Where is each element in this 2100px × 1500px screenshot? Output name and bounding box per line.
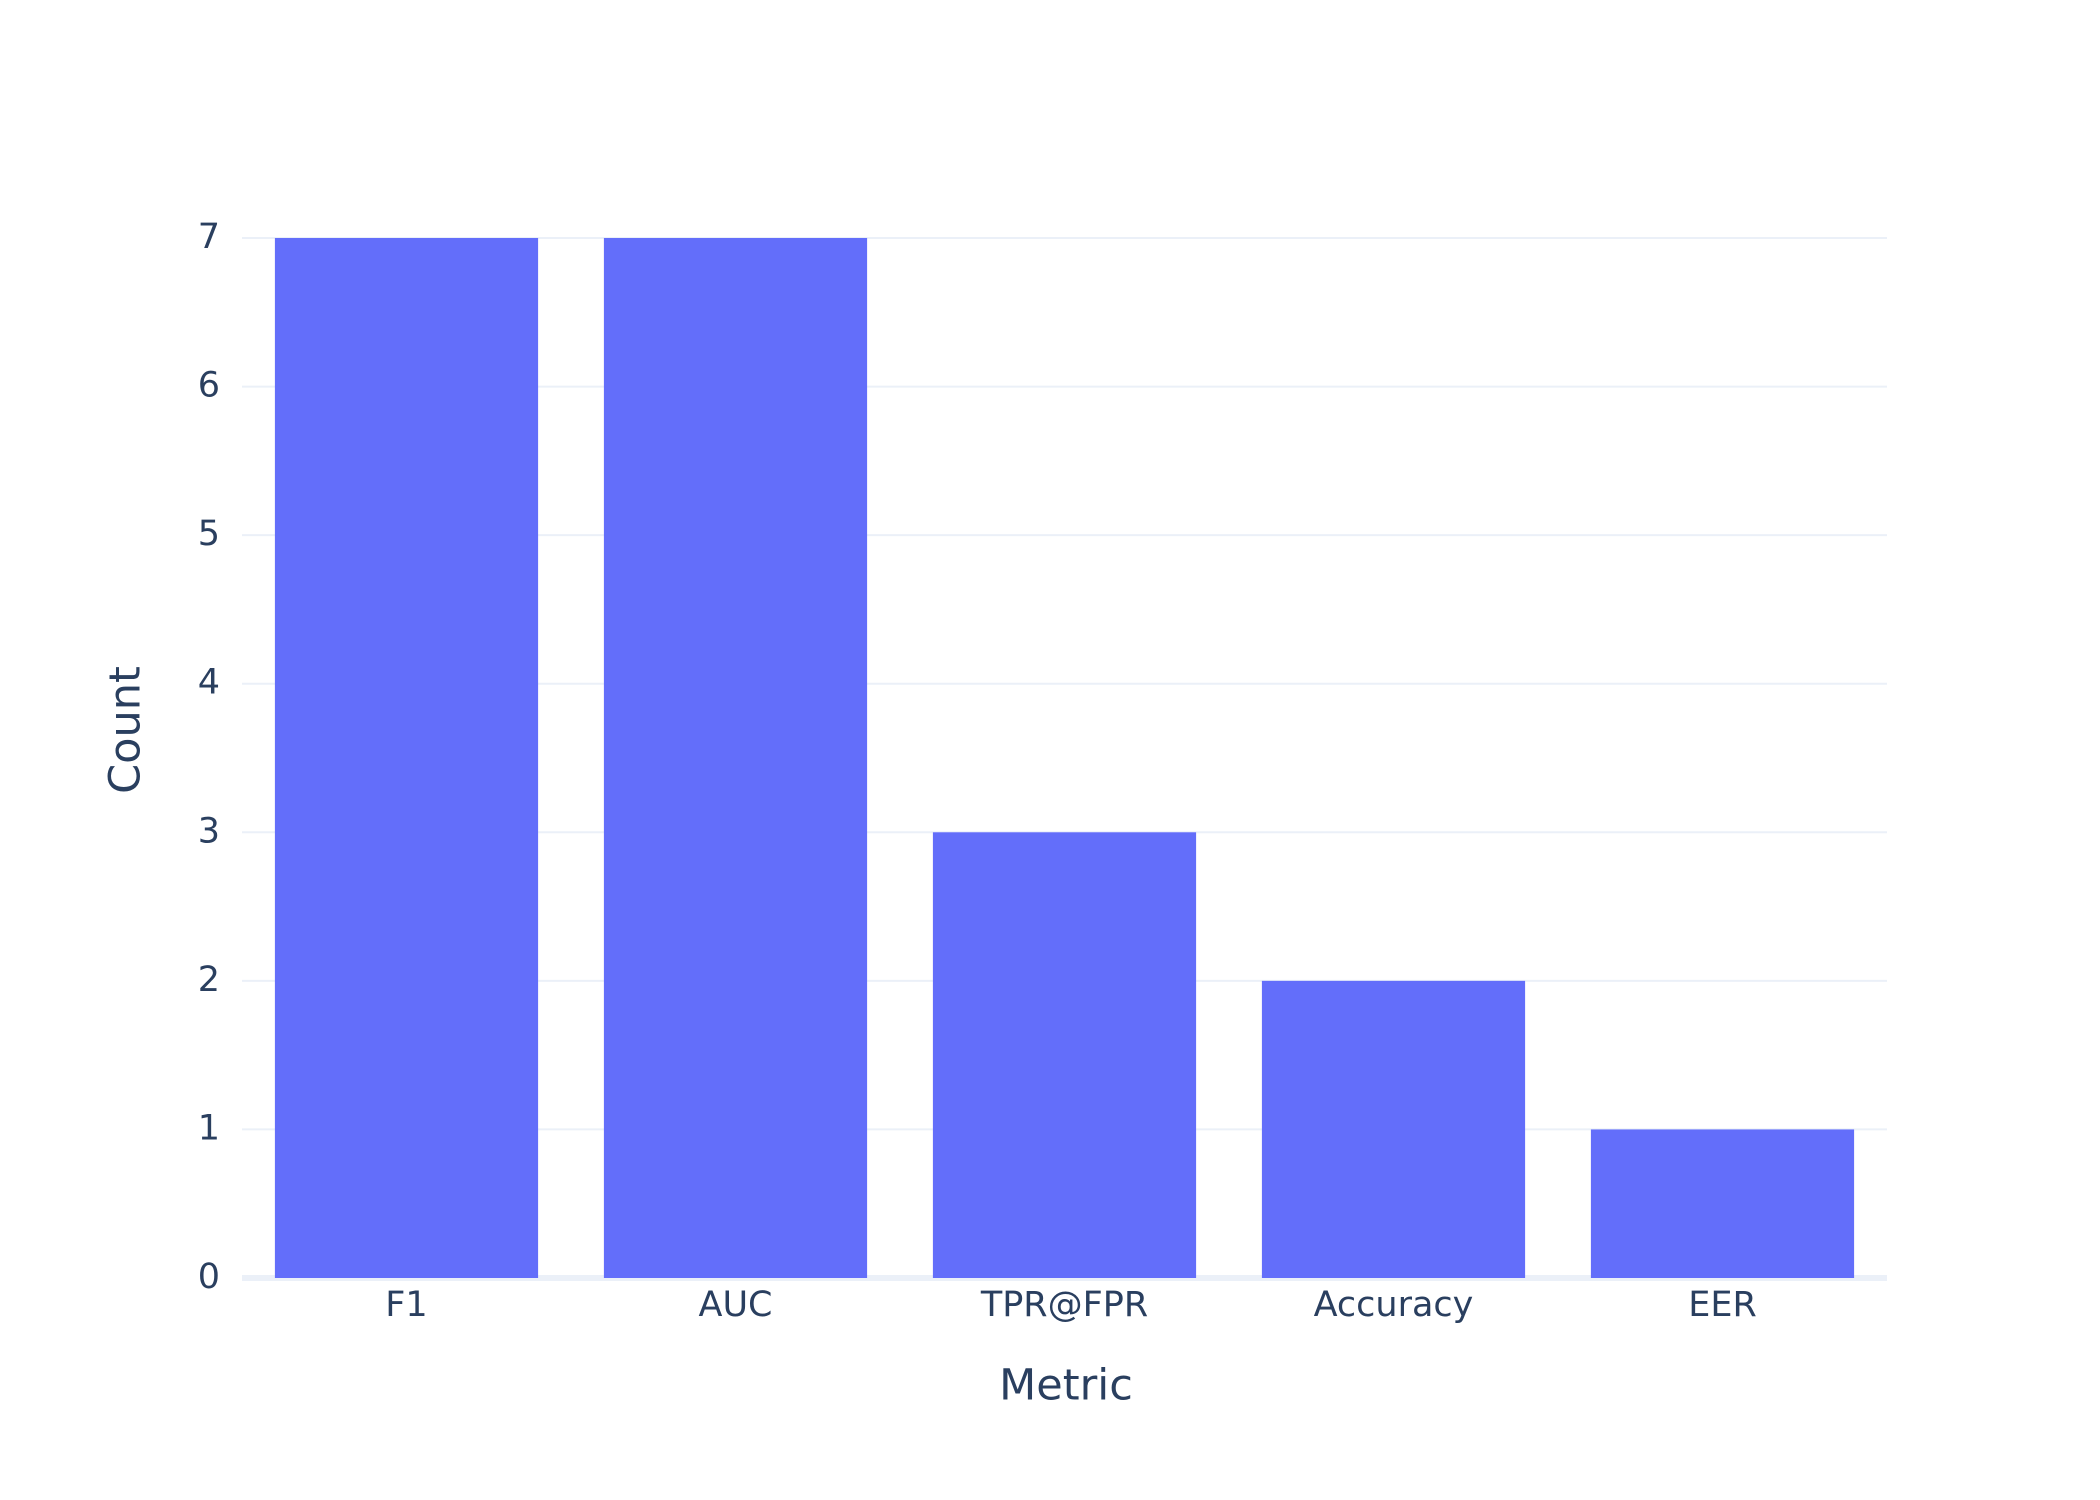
y-tick-label: 2 [198,960,220,1000]
y-tick-label: 5 [198,514,220,554]
x-tick-label: Accuracy [1314,1285,1474,1325]
x-axis-title: Metric [999,1361,1133,1411]
y-tick-label: 4 [198,663,220,703]
bar [274,238,539,1278]
bar [1261,980,1526,1278]
bar [932,832,1197,1278]
y-tick-label: 1 [198,1108,220,1148]
bar [603,238,868,1278]
bars [274,238,1855,1278]
y-axis-title: Count [101,666,151,794]
x-tick-label: TPR@FPR [980,1285,1148,1325]
y-tick-label: 0 [198,1257,220,1297]
y-tick-label: 7 [198,217,220,257]
bar [1590,1129,1855,1278]
y-tick-label: 3 [198,811,220,851]
x-tick-label: AUC [699,1285,773,1325]
x-tick-label: F1 [385,1285,427,1325]
x-tick-label: EER [1688,1285,1757,1325]
y-tick-label: 6 [198,366,220,406]
